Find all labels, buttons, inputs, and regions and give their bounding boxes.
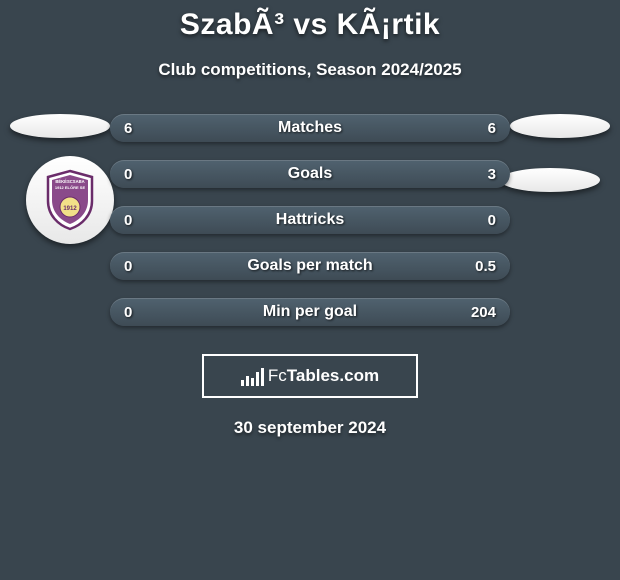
stat-left-value: 6	[124, 120, 132, 137]
stats-rows: 6 Matches 6 0 Goals 3 0 Hattricks 0 0 Go…	[110, 114, 510, 326]
stat-label: Hattricks	[276, 211, 344, 229]
stat-label: Matches	[278, 119, 342, 137]
stat-row-gpm: 0 Goals per match 0.5	[110, 252, 510, 280]
brand-prefix: Fc	[268, 366, 287, 385]
svg-text:1912 ELŐRE SE: 1912 ELŐRE SE	[55, 185, 86, 190]
player-right-ellipse-2	[500, 168, 600, 192]
club-badge-left: 1912 BÉKÉSCSABA 1912 ELŐRE SE	[26, 156, 114, 244]
stat-row-goals: 0 Goals 3	[110, 160, 510, 188]
comparison-card: SzabÃ³ vs KÃ¡rtik Club competitions, Sea…	[0, 0, 620, 580]
stat-row-matches: 6 Matches 6	[110, 114, 510, 142]
stat-left-value: 0	[124, 166, 132, 183]
stat-row-mpg: 0 Min per goal 204	[110, 298, 510, 326]
svg-text:BÉKÉSCSABA: BÉKÉSCSABA	[55, 179, 84, 184]
svg-text:1912: 1912	[63, 206, 77, 212]
player-right-ellipse-1	[510, 114, 610, 138]
shield-icon: 1912 BÉKÉSCSABA 1912 ELŐRE SE	[44, 169, 96, 231]
stat-right-value: 6	[488, 120, 496, 137]
bar-chart-icon	[241, 366, 264, 386]
stat-row-hattricks: 0 Hattricks 0	[110, 206, 510, 234]
brand-suffix: Tables.com	[287, 366, 379, 385]
player-left-ellipse-1	[10, 114, 110, 138]
page-title: SzabÃ³ vs KÃ¡rtik	[0, 8, 620, 42]
stat-label: Goals	[288, 165, 332, 183]
main-area: 1912 BÉKÉSCSABA 1912 ELŐRE SE 6 Matches …	[0, 114, 620, 438]
footer-date: 30 september 2024	[0, 418, 620, 438]
stat-left-value: 0	[124, 258, 132, 275]
stat-right-value: 0	[488, 212, 496, 229]
brand-text: FcTables.com	[268, 366, 379, 386]
stat-right-value: 204	[471, 304, 496, 321]
brand-logo[interactable]: FcTables.com	[202, 354, 418, 398]
stat-label: Goals per match	[247, 257, 372, 275]
stat-right-value: 0.5	[475, 258, 496, 275]
stat-left-value: 0	[124, 304, 132, 321]
stat-left-value: 0	[124, 212, 132, 229]
page-subtitle: Club competitions, Season 2024/2025	[0, 60, 620, 80]
stat-right-value: 3	[488, 166, 496, 183]
stat-label: Min per goal	[263, 303, 357, 321]
